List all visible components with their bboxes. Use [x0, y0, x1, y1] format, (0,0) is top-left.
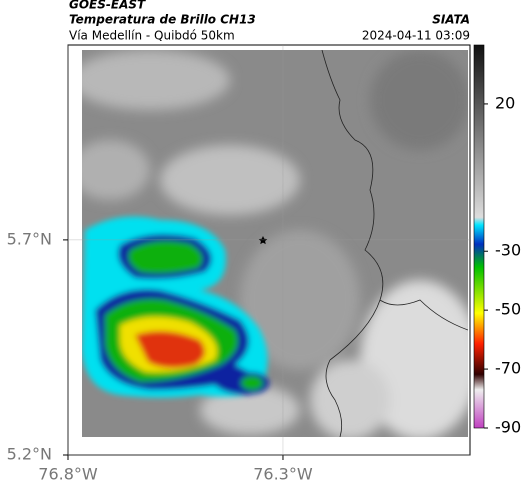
colorbar	[473, 44, 485, 429]
region: Vía Medellín - Quibdó 50km	[69, 29, 235, 43]
colorbar-tick-label: -90	[495, 418, 521, 437]
x-tick-label: 76.8°W	[38, 465, 98, 484]
satellite: GOES-EAST	[69, 0, 146, 12]
colorbar-tick-label: 20	[495, 93, 515, 112]
y-tick-label: 5.7°N	[7, 229, 52, 248]
source: SIATA	[432, 13, 470, 27]
y-tick-label: 5.2°N	[7, 445, 52, 464]
colorbar-tick-label: -30	[495, 241, 521, 260]
x-tick-label: 76.3°W	[253, 465, 313, 484]
colorbar-tick-label: -50	[495, 300, 521, 319]
imagery	[82, 50, 468, 437]
colorbar-tick-label: -70	[495, 359, 521, 378]
datetime: 2024-04-11 03:09	[362, 29, 470, 43]
product: Temperatura de Brillo CH13	[69, 13, 256, 27]
